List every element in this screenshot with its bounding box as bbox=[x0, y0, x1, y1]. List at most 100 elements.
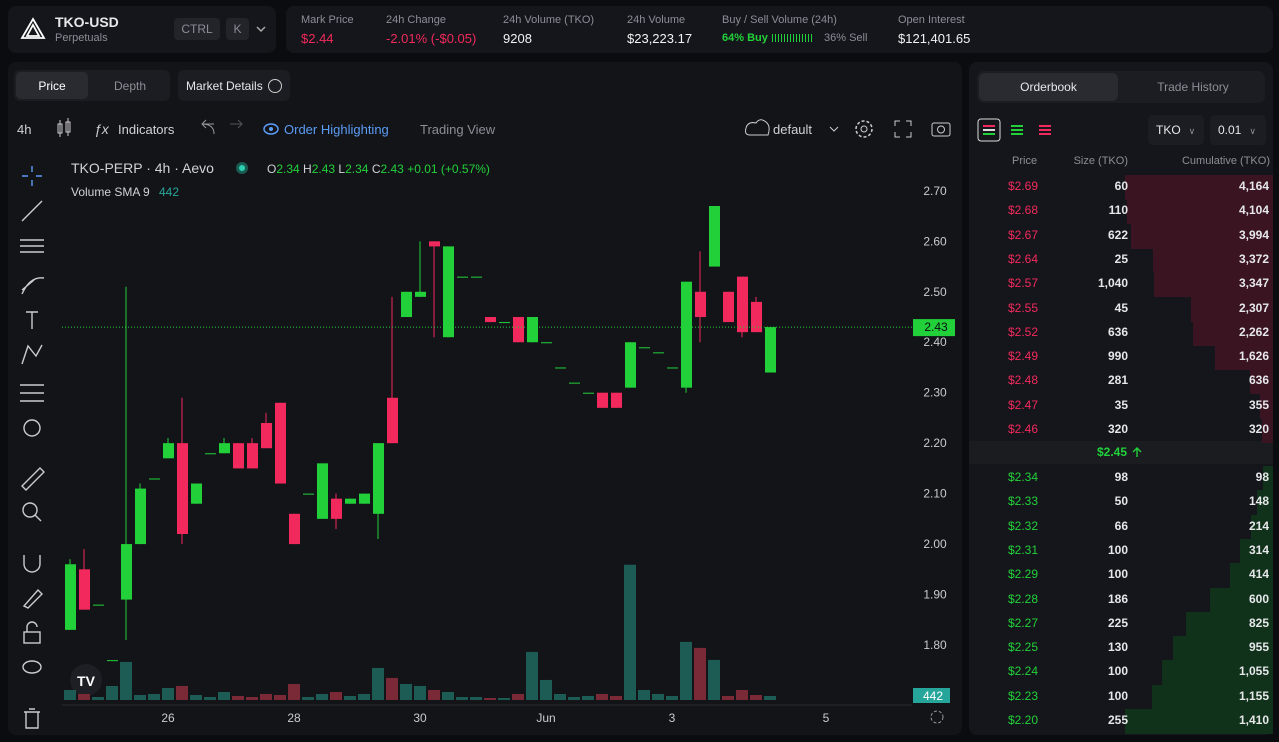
volume-bar bbox=[344, 695, 356, 700]
volume-bar bbox=[288, 683, 300, 700]
candle-body bbox=[93, 604, 104, 606]
candle-body bbox=[121, 544, 132, 600]
tab-selected[interactable]: Orderbook bbox=[979, 73, 1118, 101]
settings-icon[interactable] bbox=[855, 120, 873, 138]
cumulative: 214 bbox=[1248, 518, 1269, 533]
price: $2.20 bbox=[1008, 713, 1039, 727]
size: 100 bbox=[1107, 688, 1128, 703]
price: $2.68 bbox=[1008, 203, 1039, 218]
camera-icon[interactable] bbox=[931, 122, 951, 137]
candle-body bbox=[107, 660, 118, 662]
candle-icon[interactable] bbox=[57, 118, 71, 137]
candle-body bbox=[625, 342, 636, 388]
stat-label: Mark Price bbox=[301, 14, 354, 26]
volume-bar bbox=[680, 641, 692, 700]
size: 35 bbox=[1114, 397, 1128, 412]
volume-tag-label: 442 bbox=[923, 689, 943, 703]
volume-bar bbox=[400, 683, 412, 700]
fullscreen-icon[interactable] bbox=[894, 120, 912, 138]
price: $2.23 bbox=[1008, 688, 1039, 703]
chevron: ∨ bbox=[1249, 126, 1256, 136]
axis-settings[interactable] bbox=[930, 710, 944, 724]
undo[interactable] bbox=[201, 119, 215, 135]
candle-body bbox=[247, 443, 258, 469]
x-tick-label: 28 bbox=[287, 711, 301, 725]
depth-bar bbox=[1250, 369, 1273, 395]
unit-select[interactable]: TKO ∨ bbox=[1148, 115, 1204, 145]
candle-body bbox=[205, 453, 216, 455]
candle-body bbox=[611, 392, 622, 408]
redo[interactable] bbox=[230, 119, 243, 129]
volume-bar bbox=[442, 691, 454, 700]
size: 45 bbox=[1114, 300, 1128, 315]
volume-bar bbox=[596, 693, 608, 700]
depth-bar bbox=[1215, 345, 1273, 371]
size: 100 bbox=[1107, 664, 1128, 679]
volume-bar bbox=[624, 564, 636, 700]
volume-bar bbox=[260, 693, 272, 700]
trading-view[interactable]: Trading View bbox=[420, 122, 496, 137]
price: $2.33 bbox=[1008, 494, 1039, 509]
volume-bar bbox=[302, 696, 314, 700]
volume-bar bbox=[134, 694, 146, 700]
price: $2.34 bbox=[1008, 470, 1039, 484]
candle-body bbox=[289, 513, 300, 545]
y-tick-label: 2.10 bbox=[923, 487, 947, 501]
candle-body bbox=[639, 347, 650, 349]
view-buttons[interactable] bbox=[977, 118, 1059, 144]
tick-select[interactable]: 0.01 ∨ bbox=[1210, 115, 1266, 145]
x-tick-label: 30 bbox=[413, 711, 427, 725]
drawing-tools[interactable] bbox=[20, 166, 45, 729]
volume-bar bbox=[498, 697, 510, 700]
order-highlighting[interactable]: Order Highlighting bbox=[284, 122, 389, 137]
volume-bar bbox=[750, 694, 762, 700]
depth-bar bbox=[1125, 709, 1273, 734]
volume-bar bbox=[148, 693, 160, 700]
buy-share: 64% Buy bbox=[722, 32, 768, 44]
y-tick-label: 2.70 bbox=[923, 184, 947, 198]
market-details[interactable]: Market Details bbox=[186, 79, 263, 93]
interval[interactable]: 4h bbox=[17, 122, 31, 137]
candle-body bbox=[471, 276, 482, 278]
tick[interactable]: 0.01 bbox=[1218, 123, 1242, 137]
candle-body bbox=[359, 493, 370, 504]
symbol-panel[interactable]: TKO-USD Perpetuals CTRL K bbox=[8, 6, 276, 53]
price: $2.48 bbox=[1008, 373, 1039, 388]
stats-panel: Mark Price $2.44 24h Change -2.01% (-$0.… bbox=[286, 6, 1273, 53]
candle-body bbox=[163, 443, 174, 459]
candle-body bbox=[415, 291, 426, 297]
depth-bar bbox=[1210, 587, 1273, 613]
candle-body bbox=[457, 276, 468, 278]
candle-body bbox=[79, 569, 90, 610]
cumulative: 355 bbox=[1248, 397, 1269, 412]
chart-panel bbox=[8, 62, 962, 735]
unit[interactable]: TKO bbox=[1156, 123, 1181, 137]
volume-bar bbox=[92, 696, 104, 700]
camera-lens bbox=[937, 125, 945, 134]
legend-change: +0.01 (+0.57%) bbox=[407, 162, 490, 176]
tab-selected[interactable] bbox=[16, 72, 88, 99]
tab-label[interactable]: Trade History bbox=[1157, 80, 1229, 94]
column-header: Size (TKO) bbox=[1073, 155, 1128, 167]
mid-price: $2.45 bbox=[1097, 445, 1128, 459]
depth-bar bbox=[1250, 514, 1273, 540]
market-details-button[interactable] bbox=[178, 70, 290, 101]
volume-tag bbox=[913, 688, 950, 703]
volume-bar bbox=[78, 693, 90, 700]
stat-label: 24h Volume (TKO) bbox=[503, 14, 595, 26]
candle-body bbox=[191, 483, 202, 504]
volume-bar bbox=[372, 667, 384, 700]
volume-bar bbox=[106, 685, 118, 700]
candle-body bbox=[401, 291, 412, 318]
cumulative: 2,262 bbox=[1238, 324, 1269, 339]
tab[interactable]: Depth bbox=[114, 79, 146, 93]
legend-value: 2.43 bbox=[380, 162, 404, 176]
tab[interactable]: Price bbox=[38, 79, 66, 93]
volume-bar bbox=[568, 696, 580, 700]
candle-body bbox=[569, 382, 580, 384]
layout[interactable]: default bbox=[773, 122, 812, 137]
candle-body bbox=[597, 392, 608, 408]
indicators[interactable]: Indicators bbox=[118, 122, 175, 137]
stat-value: $23,223.17 bbox=[627, 31, 693, 46]
price: $2.52 bbox=[1008, 324, 1039, 339]
